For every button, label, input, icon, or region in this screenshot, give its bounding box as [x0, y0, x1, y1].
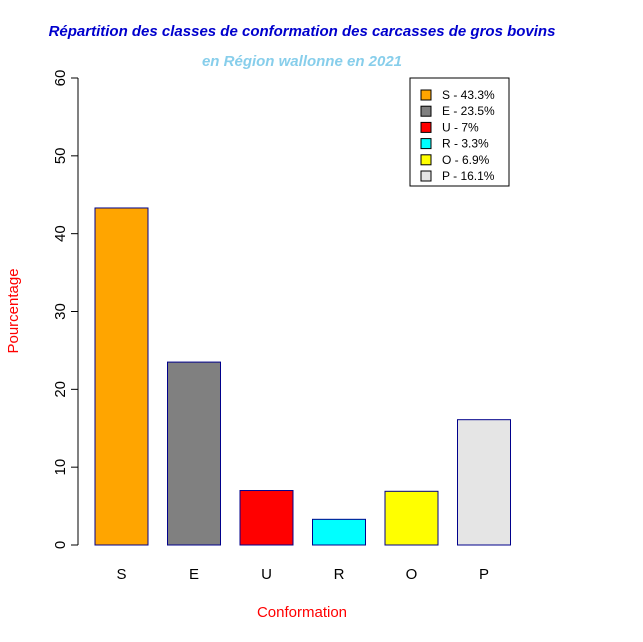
legend-swatch [420, 170, 432, 182]
legend-label: O - 6.9% [442, 153, 490, 167]
legend-swatch [420, 105, 432, 117]
legend-swatch [420, 121, 432, 133]
chart-title: Répartition des classes de conformation … [49, 23, 556, 40]
legend-label: U - 7% [442, 120, 479, 134]
y-tick-label: 50 [52, 147, 69, 164]
bars [94, 207, 511, 546]
x-category-label: S [116, 566, 126, 583]
y-tick-label: 60 [52, 70, 69, 87]
bar-o [384, 490, 439, 546]
legend-swatch [420, 154, 432, 166]
bar-e [167, 361, 221, 546]
bar-u [239, 490, 294, 546]
y-tick-label: 10 [52, 459, 69, 476]
x-category-label: R [334, 566, 345, 583]
y-axis-title: Pourcentage [5, 268, 22, 353]
y-tick-label: 40 [52, 225, 69, 242]
y-tick-label: 0 [52, 541, 69, 549]
chart-subtitle: en Région wallonne en 2021 [202, 53, 402, 70]
bar-r [312, 518, 366, 546]
y-tick-label: 30 [52, 303, 69, 320]
x-axis-title: Conformation [257, 604, 347, 621]
x-category-label: O [406, 566, 418, 583]
legend: S - 43.3% E - 23.5% U - 7% R - 3.3% O - 6.9%… [409, 77, 510, 187]
legend-entries: S - 43.3% E - 23.5% U - 7% R - 3.3% O - 6.9%… [420, 88, 495, 183]
legend-swatch [420, 138, 432, 150]
x-category-label: P [479, 566, 489, 583]
bar-s [94, 207, 149, 546]
legend-label: P - 16.1% [442, 169, 495, 183]
legend-label: R - 3.3% [442, 137, 489, 151]
bar-p [457, 419, 511, 546]
legend-label: S - 43.3% [442, 88, 495, 102]
x-category-label: U [261, 566, 272, 583]
legend-label: E - 23.5% [442, 104, 495, 118]
legend-swatch [420, 89, 432, 101]
x-category-label: E [189, 566, 199, 583]
y-tick-label: 20 [52, 381, 69, 398]
y-axis-ticks: 0 10 20 30 40 50 60 [52, 70, 78, 549]
